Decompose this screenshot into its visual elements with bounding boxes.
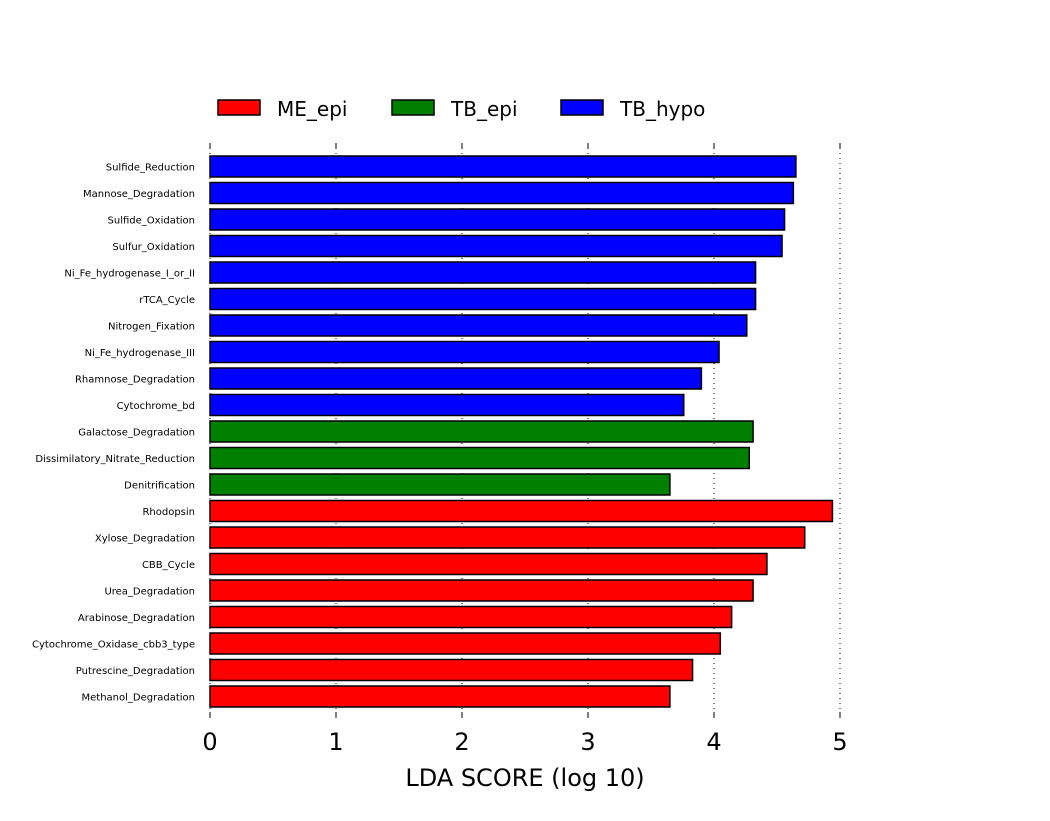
category-label: Dissimilatory_Nitrate_Reduction — [35, 454, 195, 465]
bar — [209, 685, 671, 708]
legend-swatch — [391, 99, 435, 116]
category-label: Denitrification — [124, 481, 195, 492]
bar — [209, 526, 806, 549]
legend-swatch — [217, 99, 261, 116]
category-label: Urea_Degradation — [104, 587, 195, 598]
bar — [209, 632, 722, 655]
category-label: Xylose_Degradation — [95, 534, 195, 545]
bar — [209, 552, 768, 576]
bar — [209, 234, 783, 258]
category-label: Methanol_Degradation — [82, 693, 195, 704]
bar — [209, 208, 786, 231]
category-label: Ni_Fe_hydrogenase_I_or_II — [64, 269, 195, 280]
bar — [209, 367, 703, 390]
tick-label: 2 — [454, 728, 469, 756]
category-label: Cytochrome_Oxidase_cbb3_type — [32, 640, 195, 651]
category-label: Ni_Fe_hydrogenase_III — [85, 348, 195, 359]
bar — [209, 499, 834, 523]
category-label: Sulfur_Oxidation — [112, 242, 195, 253]
x-axis: 0 1 2 3 4 5 — [202, 143, 848, 756]
category-label: Nitrogen_Fixation — [108, 322, 195, 333]
legend-label: TB_epi — [450, 97, 518, 121]
tick-label: 4 — [706, 728, 721, 756]
legend-label: TB_hypo — [619, 97, 705, 121]
legend: ME_epi TB_epi TB_hypo — [217, 97, 705, 121]
bar — [209, 579, 754, 602]
category-label: Cytochrome_bd — [117, 401, 195, 412]
tick-label: 0 — [202, 728, 217, 756]
category-label: Rhodopsin — [142, 507, 195, 518]
bar — [209, 658, 694, 682]
bar — [209, 605, 733, 629]
bar — [209, 473, 671, 496]
bar — [209, 393, 685, 417]
legend-label: ME_epi — [277, 97, 347, 121]
bar — [209, 446, 751, 470]
bar — [209, 340, 720, 364]
category-labels: Sulfide_Reduction Mannose_Degradation Sulf… — [32, 163, 195, 704]
tick-label: 1 — [328, 728, 343, 756]
bar — [209, 420, 754, 443]
category-label: Mannose_Degradation — [83, 189, 195, 200]
category-label: Rhamnose_Degradation — [75, 375, 195, 386]
bars — [209, 155, 834, 708]
category-label: Galactose_Degradation — [78, 428, 195, 439]
tick-label: 3 — [580, 728, 595, 756]
category-label: Putrescine_Degradation — [76, 666, 195, 677]
bar — [209, 314, 748, 337]
bar — [209, 155, 797, 178]
category-label: Sulfide_Oxidation — [108, 216, 195, 227]
category-label: Arabinose_Degradation — [78, 613, 195, 624]
tick-label: 5 — [832, 728, 847, 756]
bar — [209, 261, 757, 284]
legend-swatch — [560, 99, 604, 116]
bar — [209, 181, 795, 205]
x-axis-label: LDA SCORE (log 10) — [405, 764, 644, 792]
category-label: Sulfide_Reduction — [106, 163, 195, 174]
category-label: CBB_Cycle — [142, 560, 195, 571]
category-label: rTCA_Cycle — [139, 295, 195, 306]
bar — [209, 287, 757, 311]
